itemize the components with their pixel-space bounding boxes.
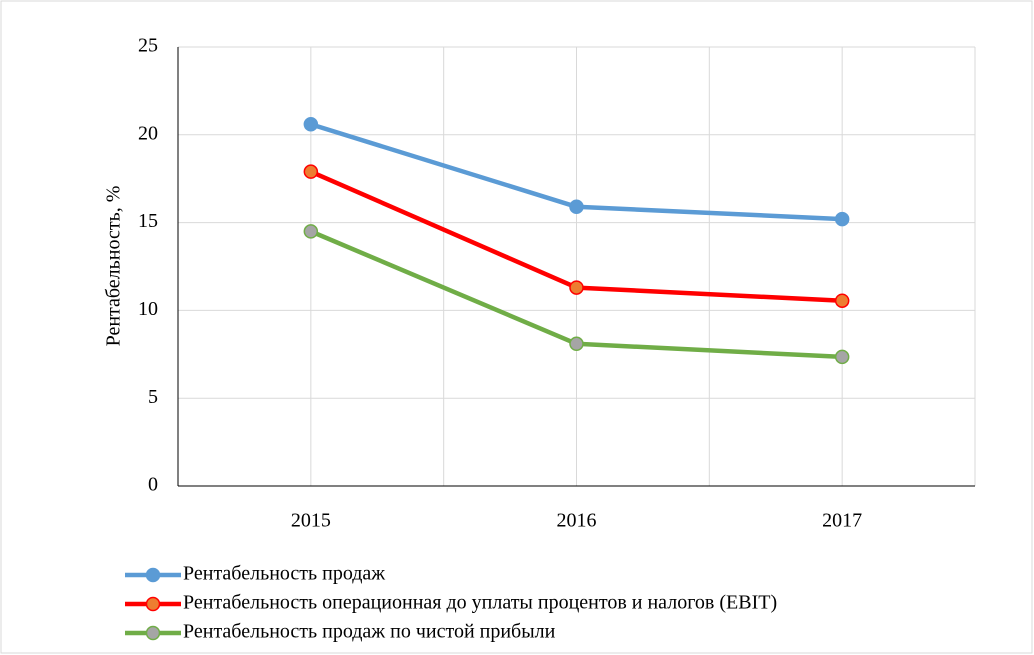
legend-marker: [145, 567, 161, 583]
legend-marker: [145, 625, 161, 641]
legend-marker: [145, 596, 161, 612]
y-tick-label: 10: [138, 298, 158, 320]
legend-label: Рентабельность продаж по чистой прибыли: [183, 621, 556, 643]
y-axis-label: Рентабельность, %: [103, 186, 125, 347]
series-marker: [834, 293, 850, 308]
legend-label: Рентабельность продаж: [183, 563, 385, 585]
series-marker: [569, 199, 584, 215]
series-marker: [569, 280, 584, 295]
series-marker: [303, 117, 319, 132]
series-marker: [834, 211, 850, 227]
x-tick-label: 2016: [557, 510, 597, 532]
series-marker: [303, 224, 319, 239]
series-marker: [834, 349, 850, 365]
x-tick-label: 2015: [291, 510, 331, 532]
y-tick-label: 0: [148, 474, 158, 496]
legend-label: Рентабельность операционная до уплаты пр…: [183, 592, 777, 614]
y-tick-label: 5: [148, 386, 158, 408]
series-marker: [569, 336, 584, 352]
y-tick-label: 15: [138, 210, 158, 232]
x-tick-label: 2017: [822, 510, 862, 532]
y-tick-label: 25: [138, 35, 158, 57]
y-tick-label: 20: [138, 122, 158, 144]
series-marker: [303, 164, 319, 179]
